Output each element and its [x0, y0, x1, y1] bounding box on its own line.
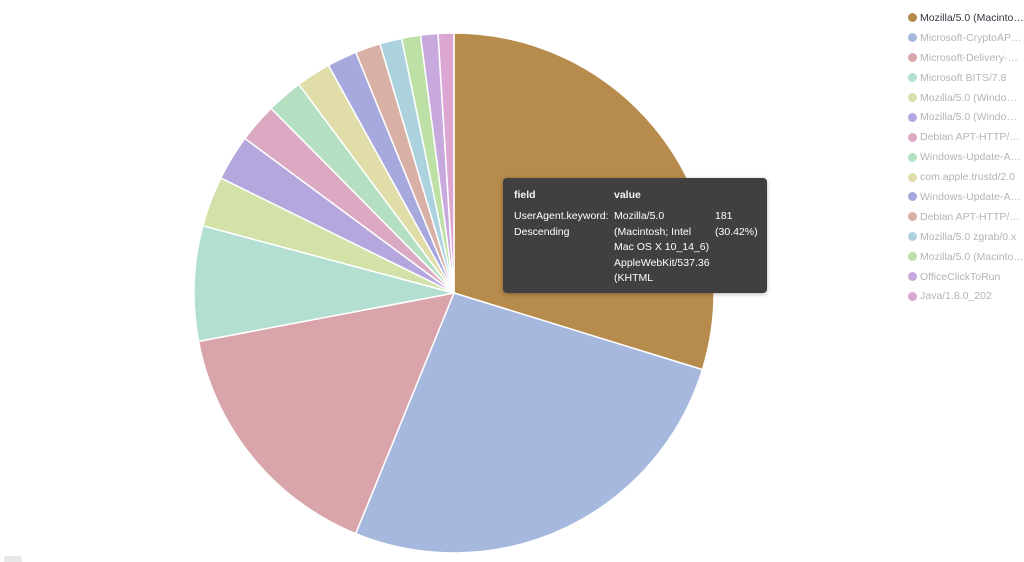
legend-item[interactable]: Microsoft-CryptoAPI/10.0 — [908, 28, 1024, 48]
legend-swatch-icon — [908, 13, 917, 23]
legend-label: Mozilla/5.0 (Windows NT 6.1; Win64; x64) — [920, 111, 1024, 124]
legend-label: Microsoft BITS/7.8 — [920, 71, 1007, 84]
tooltip-header-value: value — [614, 189, 641, 201]
legend-swatch-icon — [908, 152, 917, 162]
legend-swatch-icon — [908, 93, 917, 102]
legend-label: Windows-Update-Agent/10.0.10011.16384 — [920, 151, 1024, 164]
legend-swatch-icon — [908, 132, 917, 142]
chart-legend: Mozilla/5.0 (Macintosh; Intel Mac OS X 1… — [908, 8, 1024, 306]
legend-item[interactable]: OfficeClickToRun — [908, 267, 1024, 287]
legend-swatch-icon — [908, 53, 917, 63]
legend-label: OfficeClickToRun — [920, 270, 1001, 283]
legend-swatch-icon — [908, 33, 917, 43]
pie-slice-3[interactable] — [197, 292, 456, 535]
legend-item[interactable]: Windows-Update-Agent/10.0.10011.16384 — [908, 147, 1024, 167]
legend-item[interactable]: Mozilla/5.0 (Macintosh; Intel Mac OS X 1… — [908, 247, 1024, 267]
legend-label: Mozilla/5.0 (Macintosh; Intel Mac OS X 1… — [920, 11, 1024, 24]
chart-tooltip: field value UserAgent.keyword: Descendin… — [503, 178, 767, 293]
tooltip-value-line: (Macintosh; Intel — [614, 225, 692, 238]
legend-swatch-icon — [908, 73, 917, 83]
legend-swatch-icon — [908, 212, 917, 222]
tooltip-field-line: Descending — [514, 225, 570, 238]
tooltip-value-line: Mozilla/5.0 — [614, 210, 665, 222]
resize-handle[interactable] — [4, 556, 22, 562]
legend-label: Java/1.8.0_202 — [920, 290, 992, 303]
legend-item[interactable]: Microsoft BITS/7.8 — [908, 68, 1024, 88]
legend-label: Debian APT-HTTP/1.3 (1.8.2) — [920, 131, 1024, 144]
legend-label: Mozilla/5.0 (Macintosh; Intel Mac OS X 1… — [920, 250, 1024, 263]
legend-swatch-icon — [908, 232, 917, 242]
legend-item[interactable]: Mozilla/5.0 (Windows NT 6.1; Win64; x64) — [908, 107, 1024, 127]
legend-label: com.apple.trustd/2.0 — [920, 171, 1016, 184]
legend-swatch-icon — [908, 252, 917, 262]
legend-item[interactable]: Mozilla/5.0 (Windows NT 10.0; Win64; x64… — [908, 88, 1024, 108]
legend-item[interactable]: Debian APT-HTTP/1.3 (1.8.2) — [908, 127, 1024, 147]
legend-label: Mozilla/5.0 (Windows NT 10.0; Win64; x64… — [920, 91, 1024, 104]
legend-label: Microsoft-Delivery-Optimization/10.0 — [920, 51, 1024, 64]
legend-item[interactable]: Mozilla/5.0 (Macintosh; Intel Mac OS X 1… — [908, 8, 1024, 28]
legend-swatch-icon — [908, 112, 917, 122]
legend-label: Mozilla/5.0 zgrab/0.x — [920, 230, 1017, 243]
tooltip-header-field: field — [514, 189, 536, 201]
legend-swatch-icon — [908, 291, 917, 301]
tooltip-field-line: UserAgent.keyword: — [514, 210, 609, 222]
tooltip-value-line: (KHTML — [614, 272, 654, 284]
legend-item[interactable]: Mozilla/5.0 zgrab/0.x — [908, 227, 1024, 247]
tooltip-count: 181 — [715, 210, 733, 222]
tooltip-value-line: Mac OS X 10_14_6) — [614, 241, 710, 253]
legend-item[interactable]: Debian APT-HTTP/1.3 (1.6.12) — [908, 207, 1024, 227]
legend-item[interactable]: Microsoft-Delivery-Optimization/10.0 — [908, 48, 1024, 68]
tooltip-percent: (30.42%) — [715, 225, 758, 238]
pie-slice-15[interactable] — [437, 32, 455, 294]
tooltip-value-line: AppleWebKit/537.36 — [614, 256, 710, 269]
legend-item[interactable]: Java/1.8.0_202 — [908, 286, 1024, 306]
legend-swatch-icon — [908, 272, 917, 282]
pie-slice-2[interactable] — [354, 292, 704, 554]
legend-label: Windows-Update-Agent/7.9.9600.19846 — [920, 190, 1024, 203]
legend-item[interactable]: com.apple.trustd/2.0 — [908, 167, 1024, 187]
legend-label: Microsoft-CryptoAPI/10.0 — [920, 31, 1024, 44]
legend-swatch-icon — [908, 192, 917, 202]
legend-swatch-icon — [908, 172, 917, 182]
legend-item[interactable]: Windows-Update-Agent/7.9.9600.19846 — [908, 187, 1024, 207]
legend-label: Debian APT-HTTP/1.3 (1.6.12) — [920, 210, 1024, 223]
pie-slice-4[interactable] — [193, 224, 455, 343]
